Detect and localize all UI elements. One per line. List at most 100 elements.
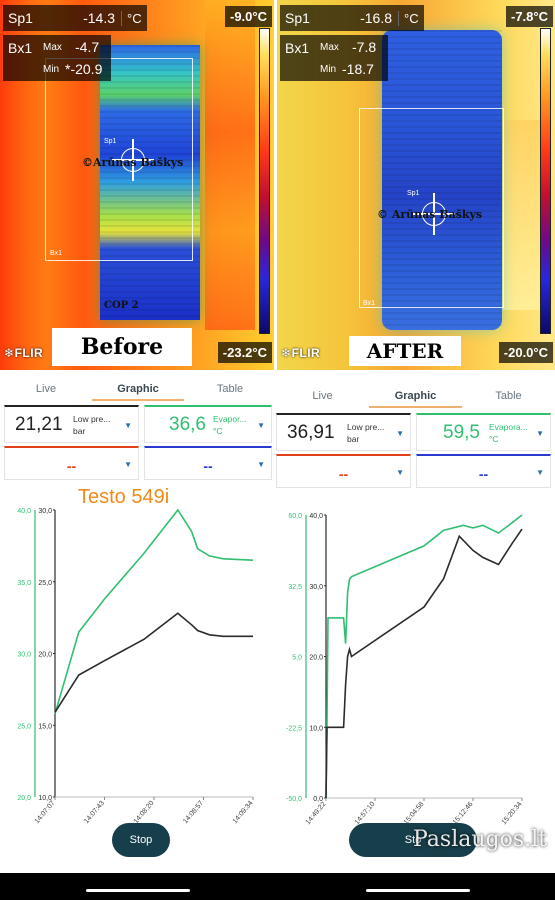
box-label: Bx1 [8, 40, 33, 56]
chevron-down-icon[interactable]: ▼ [124, 421, 132, 430]
box-readout: Bx1 Max -4.7 Min *-20.9 [3, 35, 111, 81]
y-left-tick-label: -22,5 [286, 725, 302, 732]
home-indicator[interactable] [366, 889, 470, 892]
y-right-tick-label: 30,0 [38, 508, 52, 515]
line-chart: 60,0 40,0 32,5 30,0 5,0 20,0 -22,5 10,0 -50,0 0,0… [286, 513, 524, 826]
scale-max-temp: -9.0°C [225, 6, 272, 27]
thermal-image-before: Sp1 Bx1 ©Arūnas Baškys COP 2 Sp1 -14.3 °… [0, 0, 274, 370]
pressure-description: Low pre... bar [347, 422, 385, 444]
site-watermark-logo: Paslaugos.lt [412, 827, 547, 852]
empty-value: -- [338, 466, 349, 482]
empty-field-red[interactable]: -- ▼ [276, 454, 411, 488]
box-marker-label: Bx1 [50, 250, 63, 257]
tab-graphic[interactable]: Graphic [92, 377, 184, 401]
caption-after: AFTER [349, 336, 461, 366]
empty-field-blue[interactable]: -- ▼ [144, 446, 272, 480]
empty-value: -- [478, 466, 489, 482]
app-panel-after: Live Graphic Table 36,91 Low pre... bar ▼… [276, 372, 555, 862]
chart-after: 60,0 40,0 32,5 30,0 5,0 20,0 -22,5 10,0 -50,0 0,0… [276, 510, 555, 826]
chevron-down-icon[interactable]: ▼ [396, 468, 404, 477]
y-left-tick-label: 5,0 [292, 655, 302, 662]
temperature-field[interactable]: 36,6 Evapor... °C ▼ [144, 405, 272, 443]
y-left-tick-label: -50,0 [286, 796, 302, 803]
y-right-tick-label: 20,0 [309, 655, 323, 662]
tab-bar: Live Graphic Table [0, 377, 276, 401]
stop-button[interactable]: Sto [349, 823, 477, 857]
site-watermark-badge: Nr.1 [519, 857, 547, 868]
chart-before: 40,0 30,0 35,0 25,0 30,0 20,0 25,0 15,0 20,0 10,0… [0, 505, 276, 825]
y-left-tick-label: 32,5 [288, 584, 302, 591]
spot-crosshair [413, 193, 455, 235]
temperature-value: 36,6 [169, 414, 206, 435]
box-label: Bx1 [285, 40, 310, 56]
spot-marker-label: Sp1 [104, 138, 117, 145]
temperature-description: Evapora... °C [489, 422, 528, 444]
spot-readout: Sp1 -14.3 °C [3, 5, 147, 31]
tab-table[interactable]: Table [495, 390, 522, 402]
y-right-tick-label: 40,0 [309, 513, 323, 520]
chevron-down-icon[interactable]: ▼ [536, 429, 544, 438]
y-right-tick-label: 20,0 [38, 652, 52, 659]
max-label: Max [43, 42, 62, 53]
system-bottom-bar [0, 873, 555, 900]
pressure-value: 36,91 [287, 422, 335, 443]
chevron-down-icon[interactable]: ▼ [257, 460, 265, 469]
empty-field-blue[interactable]: -- ▼ [416, 454, 551, 488]
y-left-tick-label: 40,0 [17, 508, 31, 515]
y-left-tick-label: 35,0 [17, 580, 31, 587]
app-panel-before: Live Graphic Table 21,21 Low pre... bar ▼… [0, 372, 276, 862]
site-watermark-sub: PASLAUGŲ PORTALAS Nr.1 [410, 857, 547, 868]
flir-logo: ❄FLIR [4, 346, 44, 360]
y-right-tick-label: 10,0 [38, 795, 52, 802]
empty-value: -- [66, 458, 77, 474]
scale-min-temp: -23.2°C [217, 342, 272, 363]
condenser-unit [100, 45, 200, 320]
divider [274, 0, 277, 370]
series-line-0 [54, 508, 254, 715]
tab-live[interactable]: Live [312, 390, 333, 402]
spot-value: -16.8 [360, 10, 392, 26]
y-right-tick-label: 30,0 [309, 584, 323, 591]
temperature-colorbar [259, 28, 270, 334]
pressure-field[interactable]: 36,91 Low pre... bar ▼ [276, 413, 411, 451]
unit-label: °C [398, 10, 424, 26]
home-indicator[interactable] [86, 889, 190, 892]
thermal-warm-region [497, 120, 542, 310]
max-label: Max [320, 42, 339, 53]
y-left-tick-label: 25,0 [17, 723, 31, 730]
temperature-value: 59,5 [443, 422, 480, 443]
box-readout: Bx1 Max -7.8 Min -18.7 [280, 35, 388, 81]
measurement-box [45, 58, 193, 261]
temperature-colorbar [540, 28, 551, 334]
pressure-description: Low pre... bar [73, 414, 111, 436]
min-value: *-20.9 [65, 61, 103, 77]
min-label: Min [320, 64, 337, 75]
stop-button[interactable]: Stop [112, 823, 170, 857]
spot-readout: Sp1 -16.8 °C [280, 5, 424, 31]
chevron-down-icon[interactable]: ▼ [536, 468, 544, 477]
empty-field-red[interactable]: -- ▼ [4, 446, 139, 480]
tab-bar: Live Graphic Table [276, 384, 555, 408]
min-label: Min [43, 64, 60, 75]
measurement-box [359, 108, 504, 308]
series-line-1 [54, 612, 253, 713]
author-watermark: © Arūnas Baškys [377, 208, 483, 221]
y-left-tick-label: 20,0 [17, 795, 31, 802]
tab-table[interactable]: Table [216, 383, 244, 395]
temperature-field[interactable]: 59,5 Evapora... °C ▼ [416, 413, 551, 451]
tab-graphic[interactable]: Graphic [369, 384, 462, 408]
cop-label: COP 2 [104, 300, 139, 311]
chevron-down-icon[interactable]: ▼ [257, 421, 265, 430]
caption-before: Before [52, 328, 192, 366]
chevron-down-icon[interactable]: ▼ [396, 429, 404, 438]
flir-logo: ❄FLIR [281, 346, 321, 360]
spot-label: Sp1 [8, 10, 33, 26]
spot-crosshair [112, 139, 154, 181]
thermal-image-after: Sp1 Bx1 © Arūnas Baškys Sp1 -16.8 °C Bx1… [277, 0, 555, 370]
brand-label: Testo 549i [78, 486, 170, 508]
tab-live[interactable]: Live [35, 383, 57, 395]
empty-value: -- [203, 458, 213, 474]
series-line-0 [325, 514, 523, 799]
pressure-field[interactable]: 21,21 Low pre... bar ▼ [4, 405, 139, 443]
chevron-down-icon[interactable]: ▼ [124, 460, 132, 469]
